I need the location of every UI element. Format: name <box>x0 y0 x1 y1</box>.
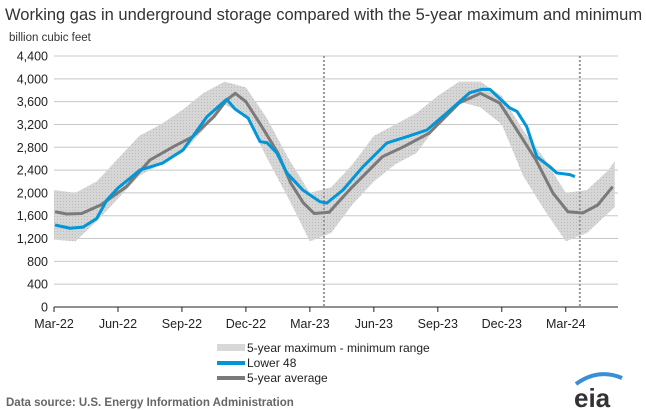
data-source: Data source: U.S. Energy Information Adm… <box>6 397 294 409</box>
y-tick-label: 3,200 <box>17 118 48 132</box>
eia-logo: eia <box>574 372 623 410</box>
legend: 5-year maximum - minimum range Lower 48 … <box>217 340 430 385</box>
y-tick-label: 3,600 <box>17 95 48 109</box>
y-tick-label: 2,000 <box>17 186 48 200</box>
lower48-swatch <box>217 360 245 365</box>
chart-title: Working gas in underground storage compa… <box>5 6 643 24</box>
legend-label: Lower 48 <box>247 355 297 370</box>
y-tick-label: 1,600 <box>17 209 48 223</box>
range-swatch <box>217 344 245 351</box>
x-tick-label: Mar-24 <box>546 317 586 331</box>
x-tick-label: Dec-23 <box>482 317 522 331</box>
svg-text:eia: eia <box>574 383 611 410</box>
y-tick-label: 1,200 <box>17 232 48 246</box>
y-tick-label: 800 <box>27 255 48 269</box>
y-tick-label: 0 <box>41 301 48 315</box>
x-tick-label: Mar-22 <box>34 317 74 331</box>
average-swatch <box>217 375 245 380</box>
series-line-lower-48 <box>54 87 576 230</box>
x-tick-label: Jun-22 <box>99 317 137 331</box>
x-tick-label: Jun-23 <box>355 317 393 331</box>
range-band <box>54 81 615 242</box>
y-tick-label: 4,000 <box>17 72 48 86</box>
legend-item-range: 5-year maximum - minimum range <box>217 340 430 355</box>
x-tick-label: Mar-23 <box>290 317 330 331</box>
legend-item-lower48: Lower 48 <box>217 355 430 370</box>
y-tick-label: 2,800 <box>17 141 48 155</box>
y-axis-label: billion cubic feet <box>9 32 91 44</box>
series-line-5-year-average <box>54 91 614 216</box>
legend-item-average: 5-year average <box>217 370 430 385</box>
x-tick-label: Sep-22 <box>162 317 202 331</box>
y-tick-label: 4,400 <box>17 50 48 64</box>
x-tick-label: Dec-22 <box>226 317 266 331</box>
legend-label: 5-year average <box>247 370 328 385</box>
y-tick-label: 400 <box>27 278 48 292</box>
y-tick-label: 2,400 <box>17 164 48 178</box>
legend-label: 5-year maximum - minimum range <box>247 340 430 355</box>
x-tick-label: Sep-23 <box>418 317 458 331</box>
